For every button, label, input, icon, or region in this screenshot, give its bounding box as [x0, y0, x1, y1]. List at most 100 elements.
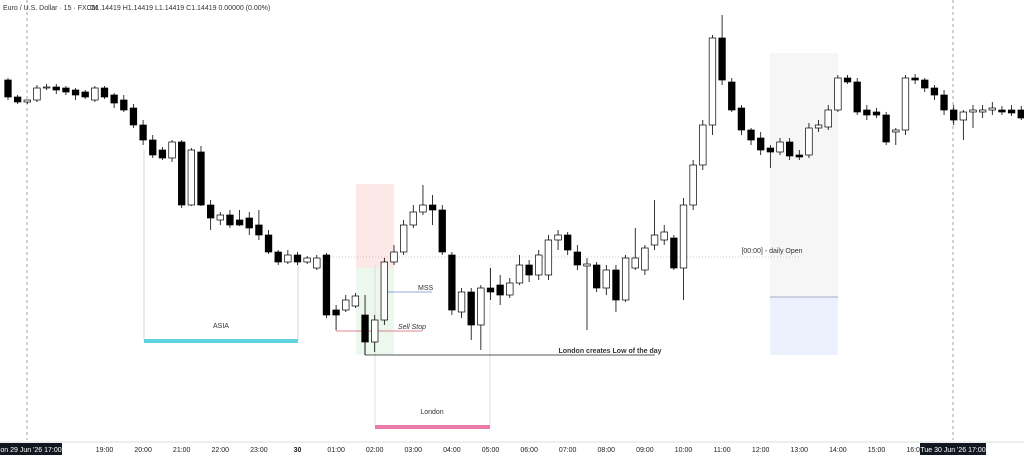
candle-body	[91, 87, 99, 101]
candle-body	[554, 234, 562, 241]
candle-body	[110, 94, 118, 104]
ohlc-readout: O1.14419 H1.14419 L1.14419 C1.14419 0.00…	[90, 5, 270, 12]
candle-body	[843, 77, 852, 83]
candle-body	[284, 254, 292, 263]
candle-body	[901, 77, 910, 131]
candle-body	[486, 287, 495, 293]
candle-body	[872, 111, 881, 116]
x-tick-label: 16:00	[906, 447, 924, 454]
candle-body	[197, 151, 205, 206]
candle-body	[187, 149, 196, 206]
candles	[4, 15, 1024, 355]
crosshair-label: Tue 30 Jun '26 17:00	[920, 447, 985, 454]
candle-body	[313, 257, 321, 269]
chart-title: Euro / U.S. Dollar · 15 · FXCM	[3, 5, 98, 12]
x-tick-label: 09:00	[636, 447, 654, 454]
x-tick-label: 08:00	[598, 447, 616, 454]
projection-zone	[770, 53, 838, 297]
candle-body	[1007, 109, 1016, 114]
candle-body	[264, 234, 273, 253]
x-tick-label: 23:00	[250, 447, 268, 454]
candle-body	[274, 251, 282, 263]
candle-body	[139, 124, 147, 141]
candle-body	[235, 219, 244, 226]
candle-body	[535, 254, 543, 276]
candle-body	[621, 257, 630, 301]
candle-body	[81, 91, 89, 98]
candle-body	[303, 257, 311, 263]
x-tick-label: 10:00	[675, 447, 693, 454]
x-tick-label: 30	[294, 447, 302, 454]
candle-body	[4, 79, 12, 98]
candle-body	[380, 261, 388, 321]
candle-body	[409, 211, 417, 226]
x-tick-label: 22:00	[212, 447, 230, 454]
candle-body	[737, 107, 746, 131]
candle-body	[168, 141, 176, 159]
candle-body	[62, 87, 70, 93]
daily-open-label: [00:00] - daily Open	[741, 248, 802, 255]
candle-body	[371, 319, 379, 343]
low-label: London creates Low of the day	[558, 348, 661, 355]
candle-body	[805, 127, 813, 156]
candle-body	[969, 109, 977, 113]
candle-body	[776, 141, 784, 153]
candle-body	[930, 87, 939, 96]
london-label: London	[420, 409, 443, 416]
candle-body	[718, 37, 726, 81]
candle-body	[42, 86, 51, 89]
candle-body	[660, 231, 668, 241]
candle-body	[650, 234, 659, 246]
candle-body	[641, 247, 649, 271]
target-zone	[770, 297, 838, 355]
candle-body	[158, 149, 167, 159]
candle-body	[853, 81, 861, 113]
candle-body	[448, 254, 456, 311]
candle-body	[351, 295, 360, 307]
x-tick-label: 02:00	[366, 447, 384, 454]
time-axis	[0, 442, 1024, 455]
x-tick-label: 03:00	[405, 447, 423, 454]
candle-body	[699, 124, 707, 166]
candle-body	[400, 224, 408, 253]
candle-body	[419, 204, 427, 213]
candle-body	[573, 251, 581, 266]
crosshair-label: on 29 Jun '26 17:00	[0, 447, 61, 454]
candle-body	[515, 264, 524, 284]
candle-body	[679, 204, 688, 269]
x-tick-label: 20:00	[134, 447, 152, 454]
candle-body	[564, 234, 572, 251]
candle-body	[1017, 109, 1024, 119]
candle-body	[544, 239, 553, 276]
supply-zone	[356, 184, 394, 268]
crosshair-box	[920, 443, 986, 455]
candle-body	[149, 139, 157, 156]
candle-body	[322, 254, 331, 316]
x-axis: 19:00 20:00 21:00 22:00 23:00 30 01:00 02:00 03:…	[96, 447, 924, 454]
candle-body	[998, 109, 1006, 113]
candle-body	[129, 107, 138, 126]
candle-body	[506, 282, 514, 296]
candle-body	[728, 81, 736, 111]
x-tick-label: 21:00	[173, 447, 191, 454]
candle-body	[612, 269, 620, 301]
candle-body	[120, 99, 128, 111]
candle-body	[332, 309, 340, 316]
candle-body	[467, 291, 475, 326]
x-tick-label: 11:00	[714, 447, 731, 454]
x-tick-label: 14:00	[829, 447, 847, 454]
candle-body	[457, 291, 466, 313]
candle-body	[940, 94, 948, 111]
candle-body	[342, 299, 350, 311]
asia-label: ASIA	[213, 323, 229, 330]
candle-body	[602, 269, 610, 289]
candle-body	[13, 96, 22, 103]
candle-body	[207, 204, 215, 219]
x-tick-label: 04:00	[443, 447, 461, 454]
candle-body	[882, 114, 890, 143]
candle-body	[245, 217, 253, 229]
candle-body	[814, 124, 823, 129]
candle-body	[708, 37, 717, 126]
candle-body	[978, 109, 987, 113]
